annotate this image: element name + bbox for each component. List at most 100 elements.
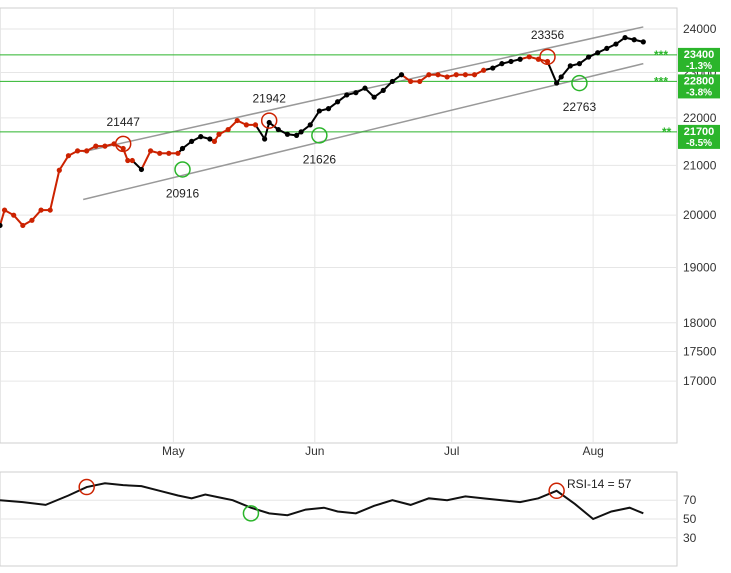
price-annotation: 23356 [531, 28, 565, 42]
price-point [417, 78, 423, 85]
price-point [275, 126, 281, 133]
price-y-tick-label: 22000 [683, 111, 717, 125]
price-segment [254, 124, 266, 140]
price-point [576, 61, 583, 67]
price-point [189, 138, 195, 144]
price-point [444, 74, 450, 80]
rsi-y-tick-label: 50 [683, 512, 697, 526]
price-annotation: 22763 [563, 100, 597, 114]
price-point [426, 72, 432, 78]
price-point [554, 80, 560, 86]
rsi-oversold-marker [242, 505, 260, 522]
price-point [11, 212, 17, 218]
price-point [102, 143, 108, 149]
price-point [631, 37, 637, 43]
level-pct-label: -8.5% [686, 138, 712, 149]
peak-marker [260, 112, 278, 129]
price-y-tick-label: 20000 [683, 208, 717, 222]
price-point [398, 72, 405, 78]
price-x-tick-label: Aug [582, 444, 603, 458]
price-point [307, 122, 313, 128]
price-segment [0, 209, 6, 226]
price-point [198, 134, 204, 140]
level-value-label: 23400 [684, 49, 715, 61]
price-point [316, 108, 322, 114]
price-point [453, 72, 459, 78]
price-panel-frame [0, 7, 678, 444]
price-point [252, 122, 259, 128]
price-point [175, 150, 181, 156]
level-box [678, 74, 720, 99]
rsi-line [0, 482, 644, 521]
price-point [0, 222, 3, 229]
price-point [640, 39, 646, 45]
price-point [499, 61, 505, 67]
price-segment [263, 122, 271, 140]
price-point [481, 67, 487, 73]
price-segment [58, 155, 70, 171]
price-segment [49, 170, 61, 211]
price-point [353, 90, 359, 96]
trough-marker [311, 127, 328, 144]
price-point [262, 136, 268, 142]
price-point [613, 41, 619, 47]
peak-marker [539, 48, 556, 66]
price-point [293, 132, 300, 138]
price-point [225, 126, 231, 133]
price-point [408, 78, 414, 85]
price-point [585, 54, 592, 60]
price-point [216, 131, 222, 137]
price-point [362, 85, 368, 91]
level-box [678, 124, 720, 149]
price-point [335, 99, 341, 105]
price-annotation: 21626 [303, 152, 337, 166]
price-point [266, 119, 272, 126]
price-y-tick-label: 18000 [683, 316, 717, 330]
level-value-label: 22800 [684, 75, 715, 87]
price-point [380, 87, 386, 94]
price-point [179, 145, 186, 152]
price-x-tick-label: Jun [305, 444, 324, 458]
price-point [138, 166, 145, 173]
price-point [325, 106, 332, 112]
price-segment [546, 61, 558, 84]
price-segment [140, 150, 152, 170]
price-annotation: 21447 [107, 115, 141, 129]
price-point [65, 153, 72, 159]
price-point [211, 138, 218, 144]
price-point [147, 148, 154, 154]
level-stars: ** [662, 125, 672, 139]
price-point [471, 72, 478, 78]
price-point [93, 143, 99, 149]
price-point [120, 145, 126, 152]
price-annotation: 21942 [253, 92, 287, 106]
price-point [508, 58, 514, 65]
price-point [29, 217, 35, 223]
price-point [284, 131, 291, 137]
price-y-tick-label: 19000 [683, 261, 717, 275]
level-stars: *** [654, 74, 668, 88]
price-point [389, 78, 395, 85]
price-point [558, 74, 564, 80]
price-point [371, 94, 377, 100]
price-point [604, 45, 610, 51]
price-y-tick-label: 17000 [683, 374, 717, 388]
level-pct-label: -3.8% [686, 87, 712, 98]
price-point [84, 148, 90, 154]
peak-marker [114, 135, 132, 153]
price-point [1, 207, 8, 213]
price-point [166, 150, 172, 156]
price-annotation: 20916 [166, 186, 200, 200]
price-x-tick-label: Jul [444, 444, 459, 458]
price-point [38, 207, 44, 213]
price-point [129, 157, 135, 164]
price-x-tick-label: May [162, 444, 185, 458]
trough-marker [571, 74, 588, 92]
price-point [20, 222, 26, 229]
level-box [678, 47, 720, 72]
price-point [207, 136, 213, 142]
rsi-y-tick-label: 30 [683, 531, 697, 545]
price-point [243, 122, 249, 128]
price-point [234, 117, 240, 124]
